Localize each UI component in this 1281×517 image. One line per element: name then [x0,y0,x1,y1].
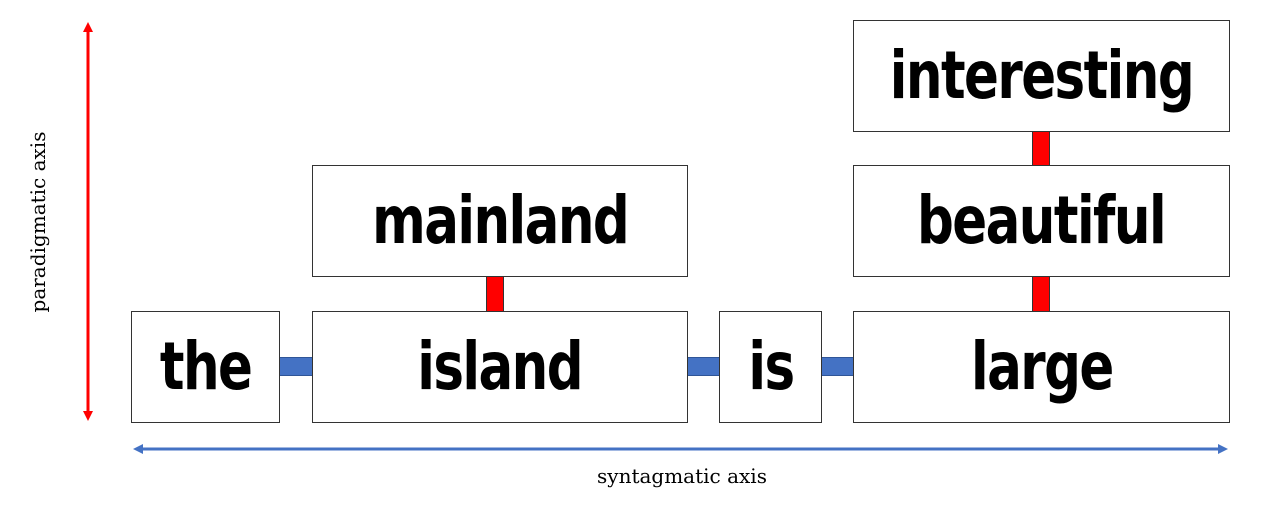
word-box-interesting: interesting [853,20,1230,132]
word-island: island [417,328,584,405]
word-box-large: large [853,311,1230,423]
word-mainland: mainland [371,182,630,259]
word-the: the [159,328,253,405]
word-large: large [970,328,1114,405]
word-beautiful: beautiful [917,182,1167,259]
word-box-island: island [312,311,688,423]
connector-is-large [821,357,854,376]
syntagmatic-axis-label: syntagmatic axis [597,464,767,488]
connector-beautiful-interesting [1032,131,1050,167]
word-box-beautiful: beautiful [853,165,1230,277]
connector-island-is [687,357,720,376]
word-box-the: the [131,311,280,423]
word-interesting: interesting [889,37,1195,114]
connector-the-island [279,357,313,376]
paradigmatic-axis-label: paradigmatic axis [26,131,50,313]
word-box-is: is [719,311,822,423]
connector-island-mainland [486,276,504,312]
word-box-mainland: mainland [312,165,688,277]
connector-large-beautiful [1032,276,1050,312]
word-is: is [747,328,795,405]
